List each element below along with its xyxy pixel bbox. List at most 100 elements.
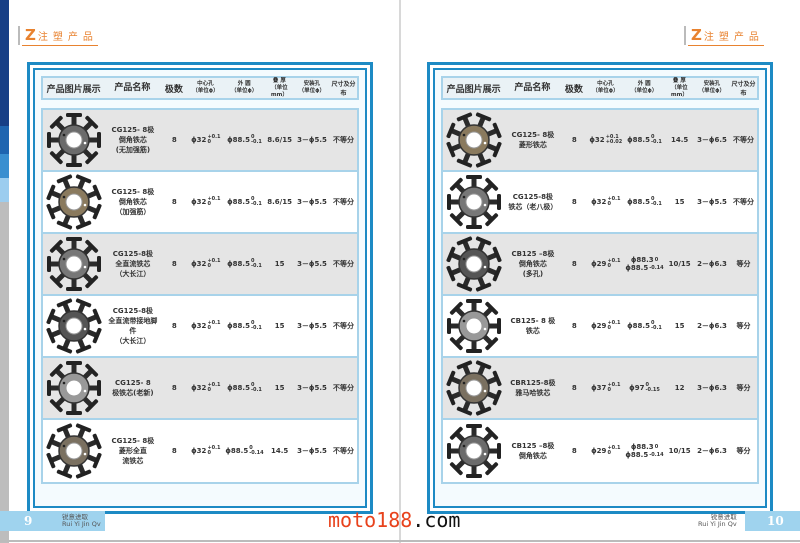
poles: 8: [571, 447, 577, 455]
product-name: CBR125-8极 雅马哈铁芯: [510, 379, 556, 397]
column-header: 中心孔 （单位ϕ）: [592, 81, 619, 94]
outer-diameter: ϕ88.5 0 -0.1: [224, 197, 265, 207]
distribution: 不等分: [333, 260, 354, 268]
stator-core-image: [447, 175, 501, 229]
poles: 8: [571, 384, 577, 392]
mounting-holes: 3－ϕ5.5: [297, 322, 327, 330]
mounting-holes: 3－ϕ5.5: [297, 198, 327, 206]
poles: 8: [171, 136, 177, 144]
column-header: 外 圆（单位ϕ）: [631, 81, 658, 94]
outer-diameter: ϕ88.5 0 -0.1: [224, 321, 265, 331]
tolerance-value: ϕ88.5 0 -0.1: [627, 134, 662, 145]
tolerance-value: ϕ88.5 0 -0.1: [227, 320, 262, 331]
section-title-left: Z注塑产品: [18, 26, 98, 46]
tolerance-value: ϕ32 +0.1 0: [191, 320, 221, 331]
product-table-page-10: 产品图片展示 产品名称 极数 中心孔 （单位ϕ） 外 圆（单位ϕ） 叠 厚（单位mm） 安装孔…: [427, 62, 773, 514]
stator-core-image: [46, 423, 102, 479]
center-hole: ϕ32 +0.1 +0.02: [588, 135, 624, 145]
poles: 8: [571, 136, 577, 144]
poles: 8: [571, 322, 577, 330]
poles: 8: [571, 260, 577, 268]
thickness: 15: [274, 384, 285, 392]
tolerance-value: ϕ88.5 -0.14: [625, 451, 664, 459]
table-rows: CG125- 8极 倒角铁芯 (无加强筋) 8 ϕ32 +0.1 0 ϕ88.5 0 -0.…: [41, 108, 359, 484]
product-name: CG125- 8极 菱形全直 流铁芯: [111, 437, 155, 465]
center-hole: ϕ32 +0.1 0: [188, 383, 224, 393]
mounting-holes: 3－ϕ5.5: [297, 136, 327, 144]
thickness: 14.5: [670, 136, 689, 144]
product-name: CB125 –8极 倒角铁芯: [511, 442, 555, 460]
page-spine: [399, 0, 401, 543]
page-number-left: 9: [0, 511, 105, 531]
center-hole: ϕ29 +0.1 0: [588, 446, 624, 456]
distribution: 不等分: [333, 322, 354, 330]
tolerance-value: ϕ32 +0.1 0: [591, 196, 621, 207]
tolerance-value: ϕ32 +0.1 0: [191, 258, 221, 269]
column-header: 安装孔 （单位ϕ）: [298, 81, 326, 94]
center-hole: ϕ32 +0.1 0: [188, 446, 224, 456]
center-hole: ϕ37 +0.1 0: [588, 383, 624, 393]
column-header: 产品名称: [514, 83, 551, 93]
tolerance-value: ϕ88.3 0: [630, 443, 659, 451]
poles: 8: [171, 384, 177, 392]
distribution: 等分: [736, 447, 751, 455]
poles: 8: [171, 260, 177, 268]
stator-core-image: [446, 112, 502, 168]
mounting-holes: 3－ϕ5.5: [297, 260, 327, 268]
tolerance-value: ϕ88.5 0 -0.1: [227, 196, 262, 207]
distribution: 等分: [736, 260, 751, 268]
outer-diameter: ϕ88.5 0 -0.1: [624, 321, 665, 331]
stator-core-image: [47, 237, 101, 291]
column-header: 安装孔 （单位ϕ）: [698, 81, 726, 94]
table-row: CB125 –8极 倒角铁芯 (多孔) 8 ϕ29 +0.1 0 ϕ88.3 0 ϕ88.5…: [443, 234, 757, 296]
mounting-holes: 3－ϕ5.5: [297, 447, 327, 455]
center-hole: ϕ29 +0.1 0: [588, 321, 624, 331]
tolerance-value: ϕ88.3 0: [630, 256, 659, 264]
mounting-holes: 3－ϕ5.5: [297, 384, 327, 392]
tolerance-value: ϕ29 +0.1 0: [591, 445, 621, 456]
stator-core-image: [446, 236, 502, 292]
thickness: 14.5: [270, 447, 289, 455]
column-header: 尺寸及分布: [331, 81, 356, 97]
tolerance-value: ϕ97 0 -0.15: [629, 382, 660, 393]
watermark: moto188.com: [328, 508, 461, 532]
column-header: 叠 厚（单位mm）: [670, 77, 688, 98]
tolerance-value: ϕ32 +0.1 0: [191, 134, 221, 145]
column-header: 外 圆（单位ϕ）: [231, 81, 258, 94]
column-header: 产品图片展示: [46, 84, 101, 95]
mounting-holes: 3－ϕ5.5: [697, 198, 727, 206]
outer-diameter: ϕ88.5 0 -0.1: [224, 383, 265, 393]
page-number-right: 10: [745, 511, 800, 531]
table-header: 产品图片展示 产品名称 极数 中心孔 （单位ϕ） 外 圆（单位ϕ） 叠 厚（单位mm） 安装孔…: [41, 76, 359, 100]
tolerance-value: ϕ88.5 0 -0.14: [225, 445, 264, 456]
column-header: 叠 厚（单位mm）: [270, 77, 288, 98]
column-header: 尺寸及分布: [731, 81, 756, 97]
thickness: 8.6/15: [267, 136, 292, 144]
tolerance-value: ϕ32 +0.1 0: [191, 445, 221, 456]
center-hole: ϕ32 +0.1 0: [588, 197, 624, 207]
center-hole: ϕ29 +0.1 0: [588, 259, 624, 269]
product-name: CG125- 8极 倒角铁芯 (无加强筋): [111, 126, 155, 154]
outer-diameter: ϕ88.5 0 -0.1: [224, 259, 265, 269]
table-row: CG125- 8极 菱形全直 流铁芯 8 ϕ32 +0.1 0 ϕ88.5 0 -0.14 …: [43, 420, 357, 482]
product-table-page-9: 产品图片展示 产品名称 极数 中心孔 （单位ϕ） 外 圆（单位ϕ） 叠 厚（单位mm） 安装孔…: [27, 62, 373, 514]
distribution: 不等分: [333, 198, 354, 206]
product-name: CB125 –8极 倒角铁芯 (多孔): [511, 250, 555, 278]
outer-diameter: ϕ88.3 0 ϕ88.5 -0.14: [624, 256, 665, 272]
table-row: CG125- 8极 倒角铁芯 (无加强筋) 8 ϕ32 +0.1 0 ϕ88.5 0 -0.…: [43, 110, 357, 172]
distribution: 不等分: [333, 136, 354, 144]
brand-right: 锐意进取 Rui Yi Jin Qv: [698, 513, 737, 528]
stator-core-image: [46, 298, 102, 354]
product-name: CB125- 8 极铁芯: [510, 317, 556, 335]
table-row: CG125-8极 全直流带接地脚件 （大长江） 8 ϕ32 +0.1 0 ϕ88.5 0-…: [43, 296, 357, 358]
tolerance-value: ϕ37 +0.1 0: [591, 382, 621, 393]
outer-diameter: ϕ97 0 -0.15: [624, 383, 665, 393]
tolerance-value: ϕ29 +0.1 0: [591, 320, 621, 331]
outer-diameter: ϕ88.5 0 -0.14: [224, 446, 265, 456]
column-header: 中心孔 （单位ϕ）: [192, 81, 219, 94]
product-name: CG125-8极 铁芯（老八极）: [508, 193, 558, 211]
distribution: 等分: [736, 384, 751, 392]
table-row: CB125- 8 极铁芯 8 ϕ29 +0.1 0 ϕ88.5 0 -0.1 15 2－…: [443, 296, 757, 358]
edge-color-strip: [0, 0, 9, 543]
outer-diameter: ϕ88.5 0 -0.1: [624, 197, 665, 207]
